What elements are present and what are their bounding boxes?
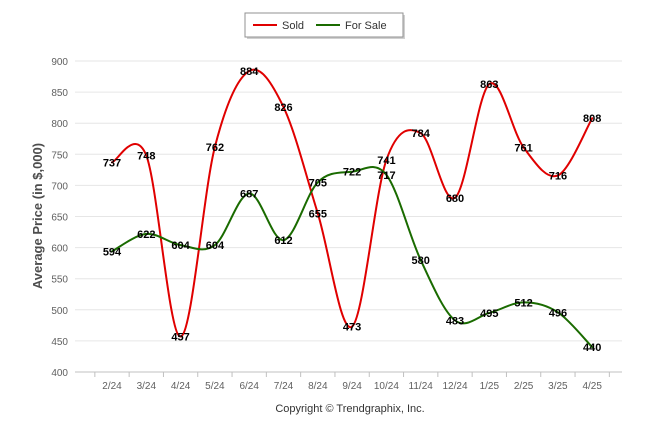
- x-tick-label: 7/24: [274, 381, 294, 392]
- grid-lines: [75, 60, 622, 373]
- data-label-sold: 748: [137, 151, 155, 163]
- x-tick-label: 12/24: [442, 381, 467, 392]
- data-label-sold: 762: [206, 142, 224, 154]
- y-tick-label: 750: [51, 150, 68, 161]
- series-lines: [111, 68, 594, 349]
- data-label-sold: 863: [480, 79, 498, 91]
- x-tick-label: 11/24: [409, 381, 434, 392]
- data-label-sold: 716: [549, 170, 567, 182]
- x-axis-ticks: 2/24 3/24 4/24 5/24 6/24 7/24 8/24 9/24 10/24 11/…: [94, 372, 610, 392]
- data-label-for-sale: 604: [171, 240, 190, 252]
- data-label-for-sale: 512: [514, 297, 532, 309]
- x-tick-label: 9/24: [342, 381, 362, 392]
- y-tick-label: 550: [51, 275, 68, 286]
- data-label-sold: 784: [412, 128, 431, 140]
- copyright-text: Copyright © Trendgraphix, Inc.: [275, 403, 424, 415]
- data-label-for-sale: 687: [240, 188, 258, 200]
- y-tick-label: 900: [51, 57, 68, 68]
- data-label-for-sale: 495: [480, 308, 498, 320]
- data-label-sold: 473: [343, 322, 361, 334]
- data-label-sold: 808: [583, 113, 601, 125]
- data-label-for-sale: 705: [309, 177, 327, 189]
- data-label-sold: 826: [274, 102, 292, 114]
- x-tick-label: 8/24: [308, 381, 328, 392]
- x-tick-label: 1/25: [480, 381, 500, 392]
- y-tick-label: 400: [51, 368, 68, 379]
- data-labels: 737 748 457 762 884 826 655 473 741 784 680 863 761 7…: [103, 66, 602, 354]
- data-label-for-sale: 580: [412, 255, 430, 267]
- data-label-for-sale: 612: [274, 235, 292, 247]
- y-tick-label: 800: [51, 119, 68, 130]
- series-line-sold: [111, 68, 594, 338]
- y-tick-label: 650: [51, 213, 68, 224]
- x-tick-label: 6/24: [239, 381, 259, 392]
- x-tick-label: 4/24: [171, 381, 191, 392]
- data-label-for-sale: 483: [446, 315, 464, 327]
- x-tick-label: 4/25: [582, 381, 602, 392]
- x-tick-label: 3/25: [548, 381, 568, 392]
- data-label-for-sale: 722: [343, 167, 361, 179]
- data-label-sold: 741: [377, 155, 395, 167]
- legend-label-sold: Sold: [282, 20, 304, 32]
- x-tick-label: 5/24: [205, 381, 225, 392]
- data-label-sold: 884: [240, 66, 259, 78]
- y-tick-label: 600: [51, 244, 68, 255]
- data-label-sold: 737: [103, 157, 121, 169]
- data-label-sold: 761: [514, 142, 532, 154]
- data-label-sold: 655: [309, 208, 327, 220]
- y-tick-label: 500: [51, 306, 68, 317]
- y-axis-title: Average Price (in $,000): [30, 143, 45, 289]
- x-tick-label: 2/24: [102, 381, 122, 392]
- x-tick-label: 2/25: [514, 381, 534, 392]
- data-label-for-sale: 440: [583, 342, 601, 354]
- data-label-sold: 680: [446, 193, 464, 205]
- y-tick-label: 450: [51, 337, 68, 348]
- data-label-for-sale: 604: [206, 240, 225, 252]
- y-axis-ticks: 400 450 500 550 600 650 700 750 800 850 900: [51, 57, 68, 379]
- y-tick-label: 700: [51, 181, 68, 192]
- data-label-for-sale: 594: [103, 246, 122, 258]
- legend: Sold For Sale: [244, 12, 405, 39]
- x-tick-label: 3/24: [137, 381, 157, 392]
- legend-label-for-sale: For Sale: [345, 20, 387, 32]
- data-label-for-sale: 717: [377, 170, 395, 182]
- y-tick-label: 850: [51, 88, 68, 99]
- data-label-for-sale: 496: [549, 307, 567, 319]
- x-tick-label: 10/24: [374, 381, 399, 392]
- data-label-for-sale: 622: [137, 229, 155, 241]
- data-label-sold: 457: [171, 332, 189, 344]
- series-line-for-sale: [111, 166, 594, 349]
